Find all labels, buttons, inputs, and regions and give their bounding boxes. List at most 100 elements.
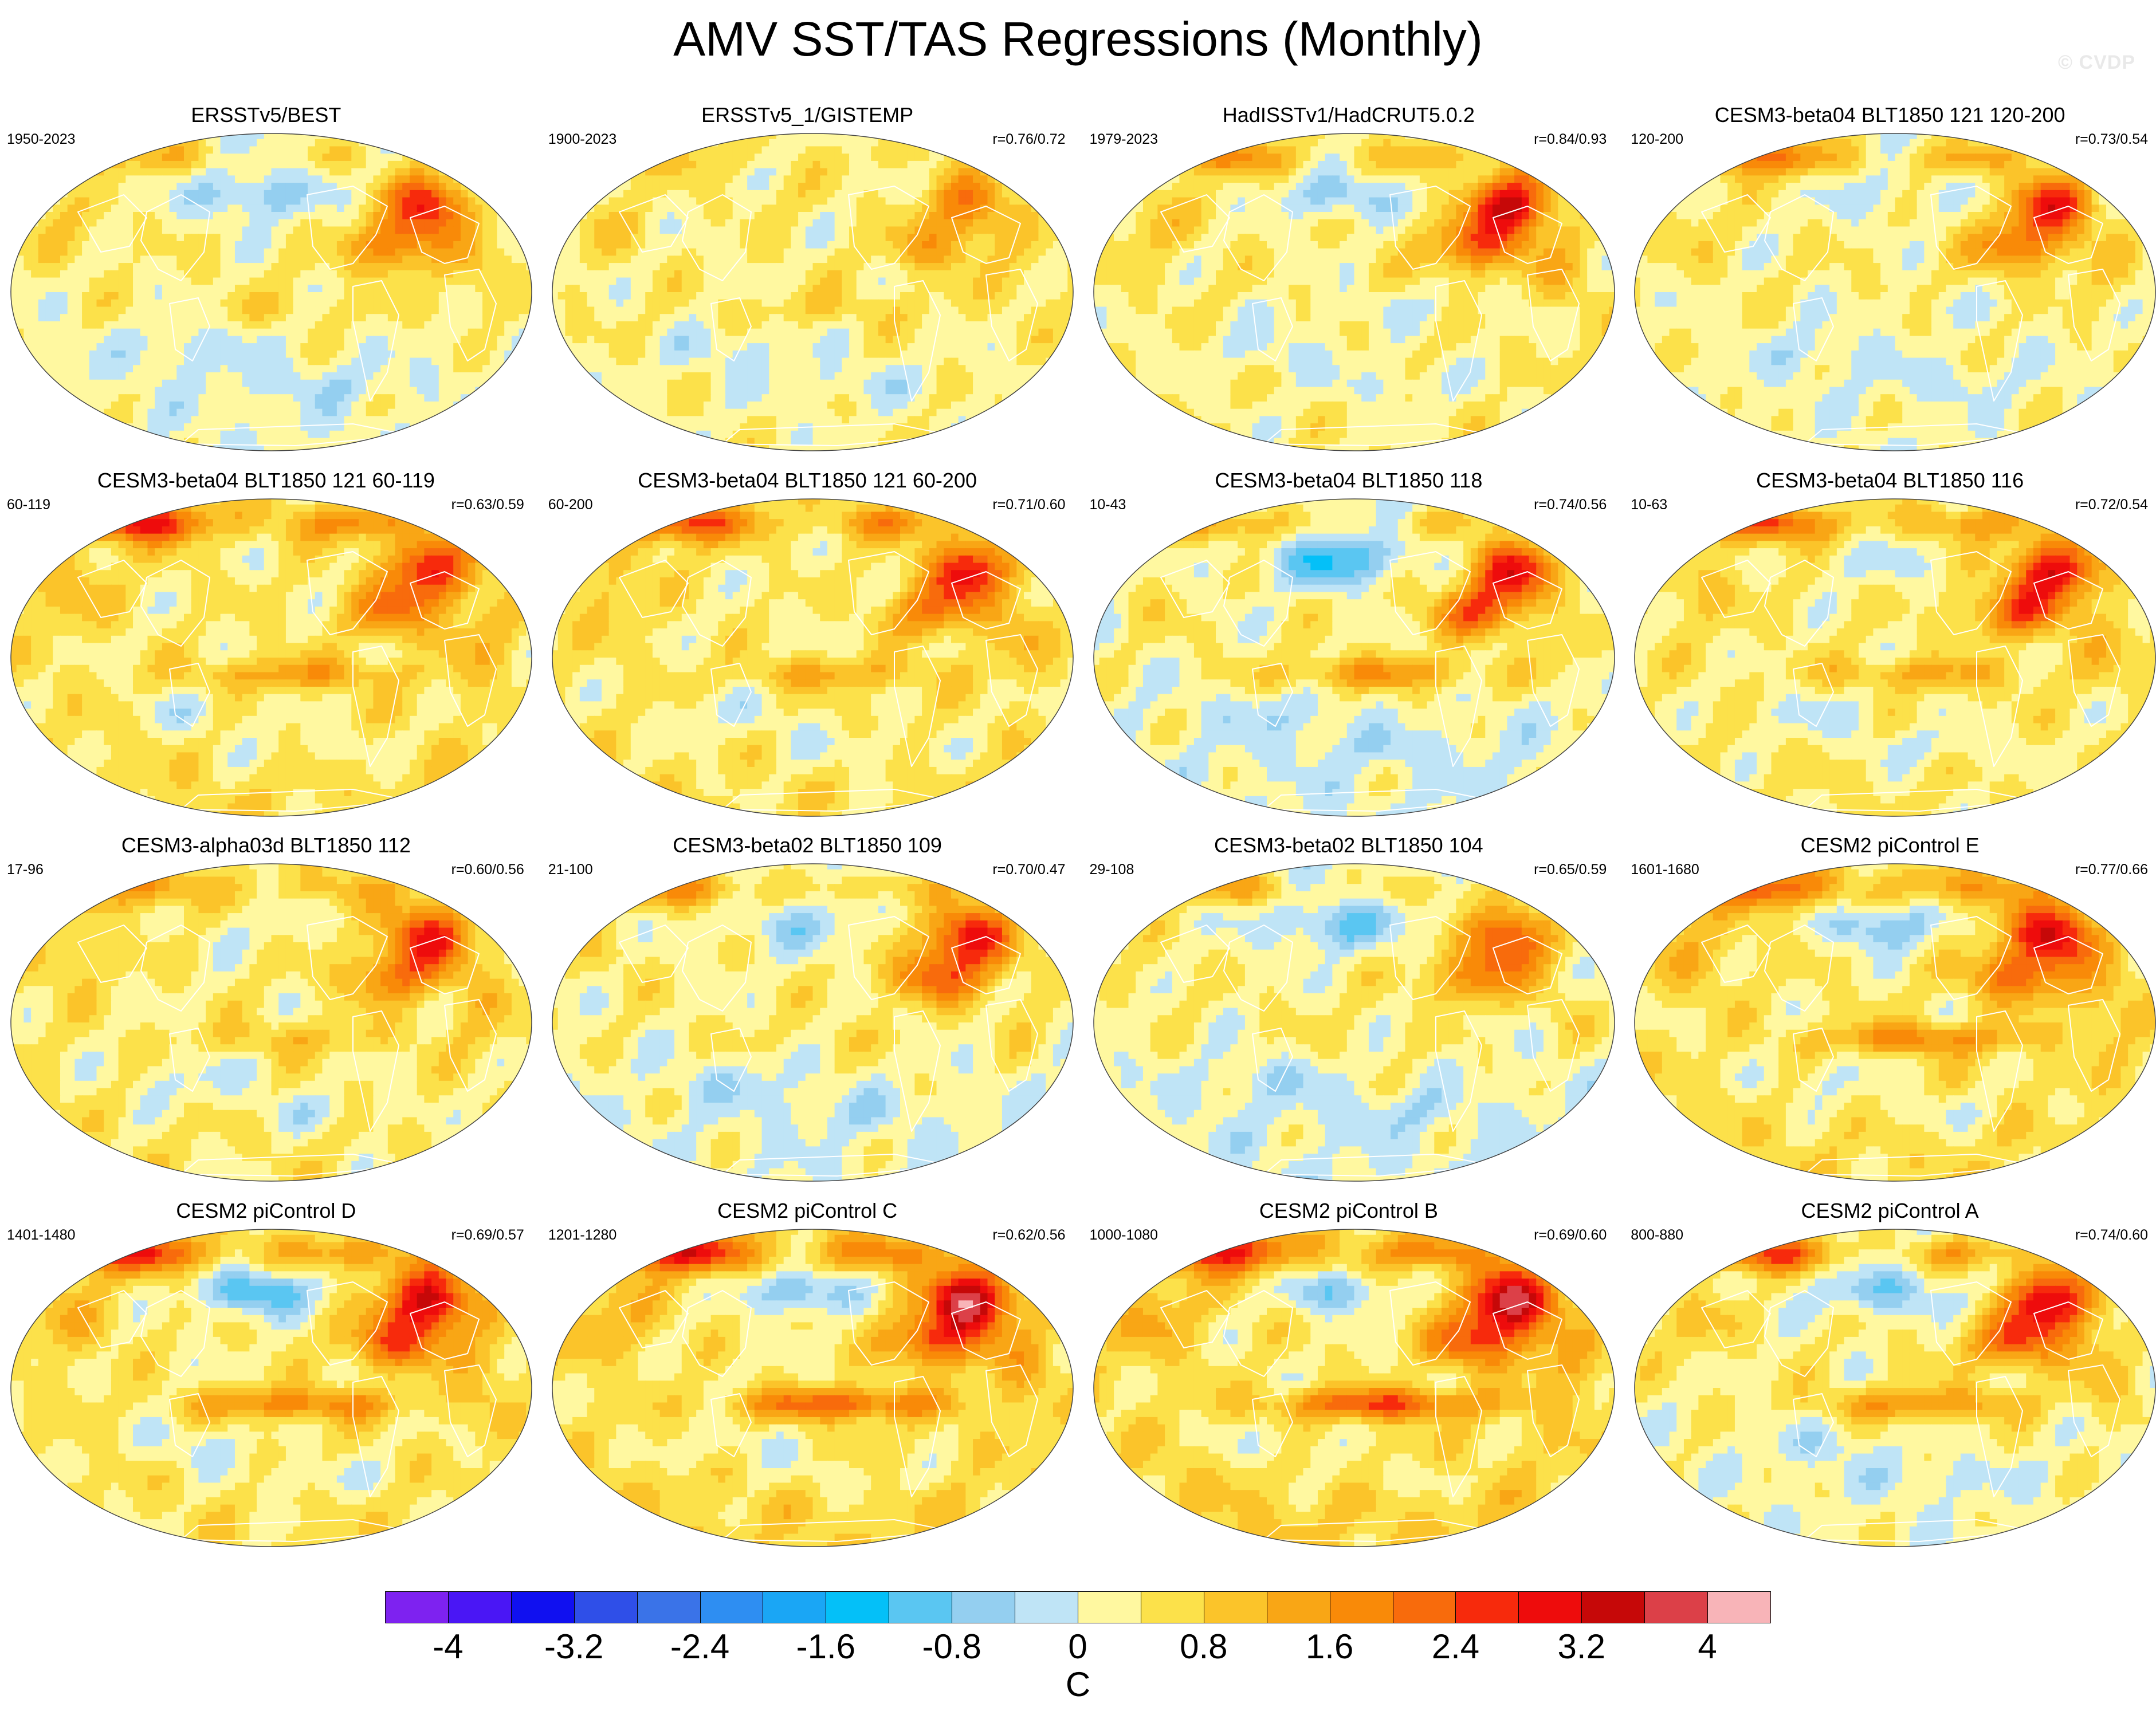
- panel-pattern-correlation: r=0.74/0.56: [1534, 496, 1607, 513]
- panel-year-range: 29-108: [1090, 861, 1134, 878]
- colorbar-tick-label: -4: [433, 1627, 463, 1667]
- regression-map: [552, 133, 1074, 451]
- map-border: [552, 1228, 1074, 1547]
- coastlines: [618, 186, 1038, 446]
- panel-pattern-correlation: r=0.77/0.66: [2075, 861, 2148, 878]
- panel-year-range: 1900-2023: [548, 131, 617, 148]
- colorbar-swatch: [700, 1591, 764, 1623]
- panel-title: CESM3-beta04 BLT1850 121 60-200: [547, 469, 1068, 493]
- colorbar-tick-label: 1.6: [1306, 1627, 1353, 1667]
- colorbar-tick-label: -3.2: [544, 1627, 603, 1667]
- map-border: [10, 133, 532, 451]
- colorbar-tick-label: -1.6: [796, 1627, 855, 1667]
- regression-map: [10, 133, 532, 451]
- panel-year-range: 60-200: [548, 496, 593, 513]
- map-panel: CESM3-beta02 BLT1850 104 29-108 r=0.65/0.5…: [1089, 828, 1615, 1193]
- panel-year-range: 800-880: [1631, 1226, 1683, 1244]
- regression-map: [552, 1228, 1074, 1547]
- panel-title: CESM3-beta04 BLT1850 121 60-119: [6, 469, 527, 493]
- colorbar-swatch: [889, 1591, 953, 1623]
- map-border: [10, 498, 532, 817]
- panel-title: CESM3-beta02 BLT1850 109: [547, 833, 1068, 858]
- colorbar-tick-labels: -4 -3.2 -2.4 -1.6 -0.8 0 0.8 1.6 2.4 3.2 4: [0, 1627, 2156, 1667]
- colorbar-swatch: [1140, 1591, 1204, 1623]
- colorbar-tick-label: 0.8: [1180, 1627, 1227, 1667]
- colorbar-swatch: [1203, 1591, 1267, 1623]
- panel-title: ERSSTv5/BEST: [6, 103, 527, 127]
- colorbar-swatch: [574, 1591, 638, 1623]
- coastlines: [77, 186, 497, 446]
- map-border: [1634, 133, 2156, 451]
- colorbar-tick-label: 2.4: [1432, 1627, 1479, 1667]
- colorbar-tick-label: -0.8: [922, 1627, 981, 1667]
- panel-pattern-correlation: r=0.69/0.57: [451, 1226, 524, 1244]
- map-panel: CESM3-alpha03d BLT1850 112 17-96 r=0.60/0.…: [6, 828, 532, 1193]
- map-border: [10, 1228, 532, 1547]
- panel-title: CESM3-beta04 BLT1850 116: [1629, 469, 2150, 493]
- panel-year-range: 21-100: [548, 861, 593, 878]
- panel-year-range: 17-96: [7, 861, 44, 878]
- panel-year-range: 10-43: [1090, 496, 1126, 513]
- panel-title: CESM2 piControl C: [547, 1199, 1068, 1223]
- colorbar-swatch: [1392, 1591, 1456, 1623]
- map-panel: CESM3-beta04 BLT1850 121 60-200 60-200 r=0…: [547, 463, 1074, 828]
- colorbar-swatch: [1455, 1591, 1519, 1623]
- map-border: [552, 863, 1074, 1182]
- regression-map: [1093, 133, 1615, 451]
- map-panel: CESM2 piControl B 1000-1080 r=0.69/0.60: [1089, 1193, 1615, 1559]
- panel-title: CESM2 piControl A: [1629, 1199, 2150, 1223]
- coastlines: [618, 550, 1038, 812]
- panel-year-range: 1000-1080: [1090, 1226, 1158, 1244]
- colorbar-swatch: [1015, 1591, 1078, 1623]
- panel-pattern-correlation: r=0.65/0.59: [1534, 861, 1607, 878]
- regression-map: [1634, 1228, 2156, 1547]
- regression-map: [1634, 498, 2156, 817]
- panel-year-range: 1401-1480: [7, 1226, 76, 1244]
- coastlines: [77, 550, 497, 812]
- colorbar: [385, 1591, 1771, 1623]
- colorbar-swatch: [952, 1591, 1016, 1623]
- map-border: [1634, 498, 2156, 817]
- map-border: [1093, 133, 1615, 451]
- regression-map: [10, 863, 532, 1182]
- colorbar-swatch: [1077, 1591, 1141, 1623]
- coastlines: [77, 1281, 497, 1542]
- panel-pattern-correlation: r=0.84/0.93: [1534, 131, 1607, 148]
- map-panel: CESM3-beta04 BLT1850 121 120-200 120-200 r…: [1629, 97, 2156, 463]
- panel-title: CESM2 piControl D: [6, 1199, 527, 1223]
- coastlines: [618, 916, 1038, 1177]
- panel-title: CESM2 piControl E: [1629, 833, 2150, 858]
- colorbar-tick-label: 0: [1068, 1627, 1087, 1667]
- panel-title: ERSSTv5_1/GISTEMP: [547, 103, 1068, 127]
- panel-pattern-correlation: r=0.60/0.56: [451, 861, 524, 878]
- panel-pattern-correlation: r=0.70/0.47: [992, 861, 1065, 878]
- colorbar-tick-label: -2.4: [670, 1627, 729, 1667]
- colorbar-tick-label: 4: [1698, 1627, 1717, 1667]
- colorbar-swatch: [510, 1591, 575, 1623]
- map-border: [1093, 498, 1615, 817]
- map-border: [1634, 1228, 2156, 1547]
- colorbar-tick-label: 3.2: [1558, 1627, 1605, 1667]
- map-panel: CESM2 piControl A 800-880 r=0.74/0.60: [1629, 1193, 2156, 1559]
- map-panel: ERSSTv5_1/GISTEMP 1900-2023 r=0.76/0.72: [547, 97, 1074, 463]
- colorbar-swatch: [1266, 1591, 1330, 1623]
- regression-map: [1634, 863, 2156, 1182]
- map-panel: CESM3-beta02 BLT1850 109 21-100 r=0.70/0.4…: [547, 828, 1074, 1193]
- panel-year-range: 10-63: [1631, 496, 1667, 513]
- coastlines: [1160, 186, 1580, 446]
- colorbar-swatch: [763, 1591, 827, 1623]
- map-border: [552, 498, 1074, 817]
- panel-year-range: 1979-2023: [1090, 131, 1158, 148]
- coastlines: [1160, 916, 1580, 1177]
- panel-year-range: 120-200: [1631, 131, 1683, 148]
- regression-map: [1093, 1228, 1615, 1547]
- colorbar-swatch: [826, 1591, 890, 1623]
- colorbar-swatch: [637, 1591, 701, 1623]
- regression-map: [10, 498, 532, 817]
- map-panel: ERSSTv5/BEST 1950-2023: [6, 97, 532, 463]
- panel-year-range: 60-119: [7, 496, 50, 513]
- panel-pattern-correlation: r=0.63/0.59: [451, 496, 524, 513]
- colorbar-swatch: [447, 1591, 512, 1623]
- colorbar-swatch: [1518, 1591, 1582, 1623]
- map-panel: CESM3-beta04 BLT1850 118 10-43 r=0.74/0.56: [1089, 463, 1615, 828]
